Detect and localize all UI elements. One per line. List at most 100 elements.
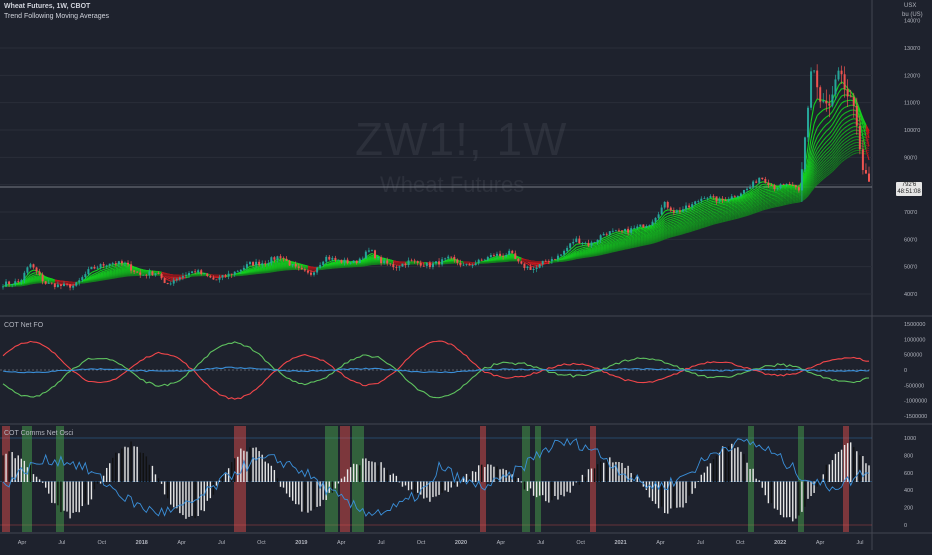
ma-line-segment xyxy=(619,233,622,234)
ma-line-segment xyxy=(845,101,848,102)
ma-line-segment xyxy=(713,207,716,208)
ma-line-segment xyxy=(765,191,768,192)
ma-line-segment xyxy=(735,205,738,206)
ma-line-segment xyxy=(784,202,787,203)
ma-line-segment xyxy=(735,209,738,210)
ma-line-segment xyxy=(768,193,771,194)
ma-line-segment xyxy=(726,213,729,214)
ma-line-segment xyxy=(768,190,771,191)
ma-line-segment xyxy=(771,201,774,202)
ma-line-segment xyxy=(732,216,735,217)
ma-line-segment xyxy=(854,142,857,143)
ma-line-segment xyxy=(713,211,716,212)
ma-line-segment xyxy=(735,210,738,211)
price-tick-label: 700'0 xyxy=(904,210,917,216)
ma-line-segment xyxy=(668,213,671,214)
ma-line-segment xyxy=(723,209,726,210)
ma-line-segment xyxy=(720,217,723,218)
ma-line-segment xyxy=(778,196,781,197)
ma-line-segment xyxy=(735,215,738,216)
ma-line-segment xyxy=(726,212,729,213)
ma-line-segment xyxy=(765,205,768,206)
ma-line-segment xyxy=(646,232,649,233)
ma-line-segment xyxy=(768,205,771,206)
ma-line-segment xyxy=(646,234,649,235)
ma-line-segment xyxy=(784,192,787,193)
ma-line-segment xyxy=(790,201,793,202)
price-tick-label: 600'0 xyxy=(904,237,917,243)
ma-line-segment xyxy=(735,203,738,204)
ma-line-segment xyxy=(713,218,716,219)
ma-line-segment xyxy=(122,265,125,266)
ma-line-segment xyxy=(781,192,784,193)
ma-line-segment xyxy=(735,202,738,203)
ma-line-segment xyxy=(726,216,729,217)
ma-line-segment xyxy=(717,205,720,206)
ma-line-segment xyxy=(854,145,857,146)
ma-line-segment xyxy=(778,200,781,201)
ma-line-segment xyxy=(735,211,738,212)
ma-line-segment xyxy=(646,229,649,230)
ma-line-segment xyxy=(720,212,723,213)
ma-line-segment xyxy=(720,209,723,210)
ma-line-segment xyxy=(619,236,622,237)
ma-line-segment xyxy=(677,219,680,220)
ma-line-segment xyxy=(771,205,774,206)
ma-line-segment xyxy=(787,195,790,196)
ma-line-segment xyxy=(774,204,777,205)
ma-line-segment xyxy=(781,190,784,191)
ma-line-segment xyxy=(720,211,723,212)
ma-line-segment xyxy=(671,219,674,220)
price-tick-label: 1200'0 xyxy=(904,73,920,79)
ma-line-segment xyxy=(616,232,619,233)
ma-line-segment xyxy=(826,108,829,109)
ma-line-segment xyxy=(717,208,720,209)
ma-line-segment xyxy=(781,195,784,196)
ma-line-segment xyxy=(33,276,36,277)
ma-line-segment xyxy=(787,199,790,200)
ma-line-segment xyxy=(771,200,774,201)
ma-line-segment xyxy=(790,198,793,199)
ma-line-segment xyxy=(778,194,781,195)
ma-line-segment xyxy=(765,194,768,195)
ma-line-segment xyxy=(768,200,771,201)
ma-line-segment xyxy=(113,269,116,270)
ma-line-segment xyxy=(588,246,591,247)
ma-line-segment xyxy=(686,209,689,210)
ma-line-segment xyxy=(579,246,582,247)
ma-line-segment xyxy=(790,196,793,197)
ma-line-segment xyxy=(723,211,726,212)
ma-line-segment xyxy=(729,211,732,212)
price-tick-label: 400'0 xyxy=(904,292,917,298)
ma-line-segment xyxy=(765,197,768,198)
ma-line-segment xyxy=(713,216,716,217)
ma-line-segment xyxy=(765,192,768,193)
ma-line-segment xyxy=(671,217,674,218)
ma-line-segment xyxy=(774,203,777,204)
ma-line-segment xyxy=(625,241,628,242)
ma-line-segment xyxy=(104,267,107,268)
ma-line-segment xyxy=(677,217,680,218)
ma-line-segment xyxy=(713,214,716,215)
ma-line-segment xyxy=(33,275,36,276)
ma-line-segment xyxy=(534,265,537,266)
ma-line-segment xyxy=(778,197,781,198)
ma-line-segment xyxy=(781,191,784,192)
ma-line-segment xyxy=(119,266,122,267)
ma-line-segment xyxy=(735,216,738,217)
ma-line-segment xyxy=(723,214,726,215)
ma-line-segment xyxy=(717,210,720,211)
ma-line-segment xyxy=(787,200,790,201)
ma-line-segment xyxy=(726,218,729,219)
ma-line-segment xyxy=(784,189,787,190)
ma-line-segment xyxy=(790,195,793,196)
ma-line-segment xyxy=(771,203,774,204)
ma-line-segment xyxy=(768,194,771,195)
ma-line-segment xyxy=(713,212,716,213)
ma-line-segment xyxy=(680,213,683,214)
ma-line-segment xyxy=(732,204,735,205)
ma-line-segment xyxy=(726,207,729,208)
ma-line-segment xyxy=(732,217,735,218)
